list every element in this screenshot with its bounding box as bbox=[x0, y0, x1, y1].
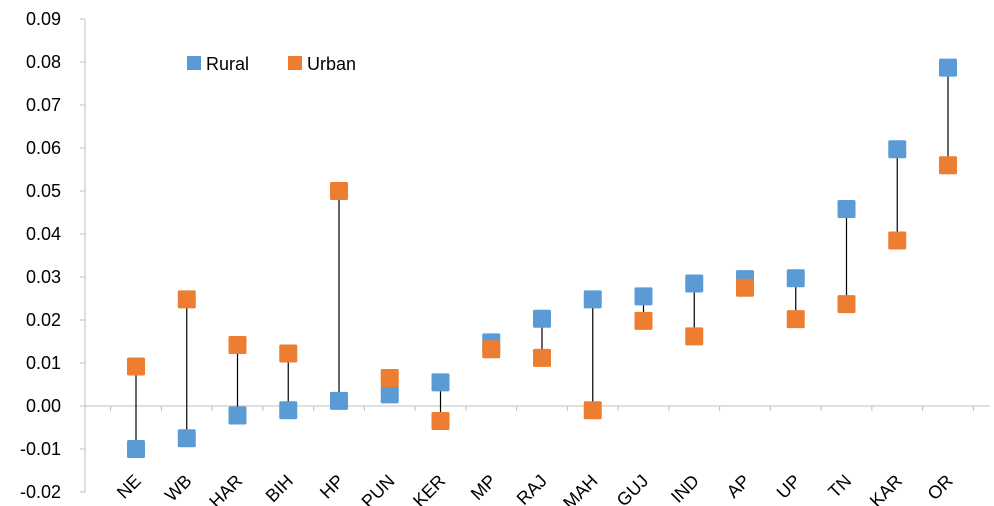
x-tick-label: IND bbox=[667, 471, 703, 506]
y-tick-label: -0.01 bbox=[20, 439, 61, 459]
urban-marker bbox=[583, 401, 602, 420]
rural-marker bbox=[939, 58, 957, 77]
y-tick-label: 0.09 bbox=[26, 9, 61, 29]
legend-label-rural: Rural bbox=[206, 54, 249, 74]
y-tick-label: 0.08 bbox=[26, 52, 61, 72]
urban-marker bbox=[837, 295, 856, 314]
legend: Rural Urban bbox=[187, 54, 356, 74]
rural-marker bbox=[837, 200, 856, 219]
rural-marker bbox=[228, 406, 247, 425]
x-tick-label: KER bbox=[409, 471, 449, 506]
y-tick-label: 0.02 bbox=[26, 310, 61, 330]
y-tick-label: 0.05 bbox=[26, 181, 61, 201]
urban-marker bbox=[431, 412, 450, 431]
legend-swatch-urban bbox=[288, 56, 302, 70]
legend-swatch-rural bbox=[187, 56, 201, 70]
x-tick-label: NE bbox=[113, 471, 145, 503]
y-tick-label: 0.04 bbox=[26, 224, 61, 244]
y-tick-label: 0.07 bbox=[26, 95, 61, 115]
urban-marker bbox=[634, 311, 653, 330]
axes: -0.02 -0.01 0.00 0.01 0.02 0.03 0.04 0.05 0.06 0.… bbox=[20, 9, 990, 506]
urban-marker bbox=[736, 278, 754, 297]
rural-marker bbox=[431, 373, 450, 392]
y-tick-label: -0.02 bbox=[20, 482, 61, 502]
x-tick-label: KAR bbox=[866, 471, 906, 506]
x-tick-label: AP bbox=[723, 471, 754, 502]
rural-marker bbox=[583, 290, 602, 309]
urban-marker bbox=[330, 182, 348, 200]
rural-marker bbox=[127, 440, 145, 458]
urban-marker bbox=[888, 231, 907, 250]
x-tick-label: RAJ bbox=[513, 471, 551, 506]
x-tick-label: HAR bbox=[205, 471, 246, 506]
x-tick-label: UP bbox=[773, 471, 805, 503]
rural-marker bbox=[279, 401, 298, 420]
y-tick-label: 0.00 bbox=[26, 396, 61, 416]
urban-marker bbox=[786, 310, 805, 329]
x-tick-label: BIH bbox=[262, 471, 297, 506]
rural-marker bbox=[330, 391, 348, 410]
urban-marker bbox=[380, 369, 399, 388]
x-tick-label: WB bbox=[161, 471, 196, 506]
urban-marker bbox=[127, 357, 145, 376]
y-tick-label: 0.01 bbox=[26, 353, 61, 373]
x-tick-label: TN bbox=[824, 471, 855, 502]
rural-marker bbox=[786, 269, 805, 288]
urban-marker bbox=[177, 290, 196, 309]
rural-marker bbox=[380, 385, 399, 404]
urban-marker bbox=[228, 335, 247, 354]
legend-label-urban: Urban bbox=[307, 54, 356, 74]
x-tick-label: HP bbox=[316, 471, 348, 503]
x-tick-label: MP bbox=[467, 471, 500, 504]
x-tick-label: PUN bbox=[358, 471, 399, 506]
urban-marker bbox=[685, 327, 704, 346]
rural-marker bbox=[634, 287, 653, 306]
urban-marker bbox=[939, 156, 957, 175]
x-tick-label: OR bbox=[924, 471, 957, 504]
urban-marker bbox=[279, 344, 298, 363]
rural-marker bbox=[533, 309, 551, 328]
markers bbox=[127, 58, 957, 458]
y-tick-label: 0.03 bbox=[26, 267, 61, 287]
urban-marker bbox=[533, 348, 551, 367]
range-lines bbox=[135, 67, 949, 449]
rural-marker bbox=[685, 274, 704, 293]
y-tick-label: 0.06 bbox=[26, 138, 61, 158]
urban-marker bbox=[482, 340, 501, 359]
x-tick-label: MAH bbox=[559, 471, 601, 506]
rural-marker bbox=[177, 429, 196, 448]
rural-marker bbox=[888, 140, 907, 159]
x-tick-label: GUJ bbox=[613, 471, 653, 506]
